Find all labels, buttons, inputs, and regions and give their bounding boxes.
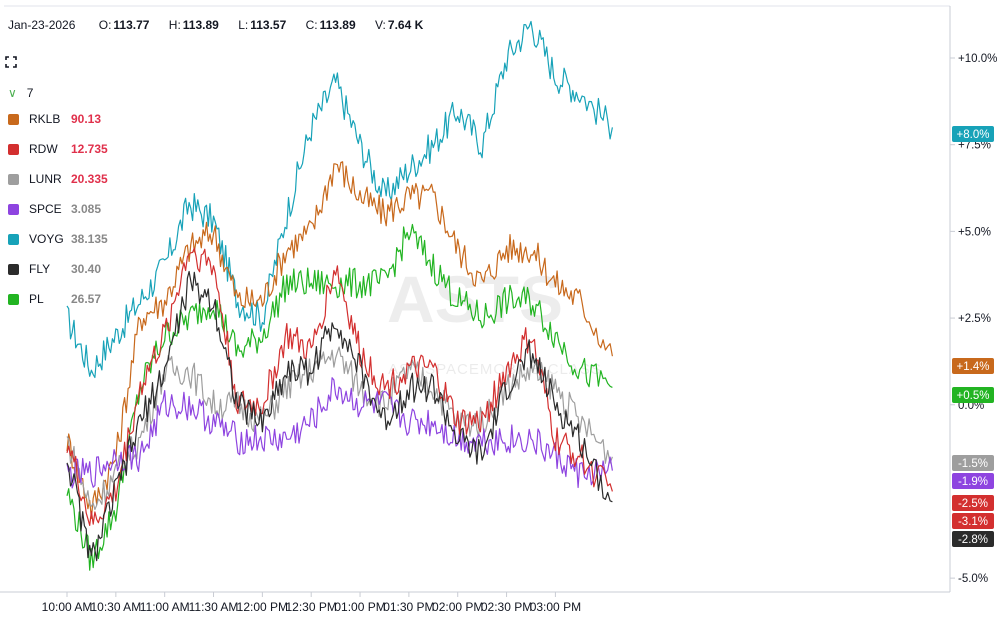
- legend-item-spce[interactable]: SPCE 3.085: [8, 194, 108, 224]
- badge-lunr: [952, 455, 994, 471]
- y-tick-label: -5.0%: [958, 573, 988, 585]
- y-tick-label: +2.5%: [958, 313, 991, 325]
- x-tick-label: 12:00 PM: [237, 600, 288, 614]
- legend-item-rdw[interactable]: RDW 12.735: [8, 134, 108, 164]
- badge-fly: [952, 531, 994, 547]
- legend-swatch: [8, 143, 19, 155]
- badge-rdw: [952, 495, 994, 511]
- x-tick-label: 01:00 PM: [334, 600, 385, 614]
- volume-value: 7.64 K: [387, 18, 424, 32]
- badge-spce: [952, 473, 994, 489]
- close-value: 113.89: [319, 18, 356, 32]
- low-value: 113.57: [250, 18, 287, 32]
- legend-item-fly[interactable]: FLY 30.40: [8, 254, 108, 284]
- legend-value: 30.40: [71, 262, 102, 276]
- legend-symbol: VOYG: [29, 232, 64, 246]
- badge-rklb: [952, 358, 994, 374]
- x-tick-label: 10:30 AM: [90, 600, 141, 614]
- legend-count: 7: [26, 86, 34, 100]
- legend-item-voyg[interactable]: VOYG 38.135: [8, 224, 108, 254]
- legend-symbol: SPCE: [29, 202, 62, 216]
- series-line-pl: [66, 223, 613, 571]
- badge-label-rdw: -2.5%: [958, 498, 988, 510]
- x-tick-label: 02:00 PM: [432, 600, 483, 614]
- low-label: L:: [238, 18, 249, 32]
- badge-pl: [952, 387, 994, 403]
- x-tick-label: 10:00 AM: [42, 600, 93, 614]
- x-tick-label: 11:00 AM: [140, 600, 190, 614]
- volume-label: V:: [374, 18, 386, 32]
- legend-value: 12.735: [71, 142, 108, 156]
- series-line-voyg: [66, 20, 613, 379]
- legend-value: 3.085: [71, 202, 102, 216]
- watermark-title: ASTS: [387, 262, 563, 336]
- x-tick-label: 01:30 PM: [383, 600, 434, 614]
- legend-swatch: [8, 293, 19, 305]
- badge-voyg: [952, 126, 994, 142]
- legend-collapse[interactable]: ∨ 7: [8, 82, 108, 104]
- badge-label-spce: -1.9%: [958, 476, 988, 488]
- legend-symbol: LUNR: [29, 172, 62, 186]
- x-tick-label: 11:30 AM: [189, 600, 239, 614]
- x-tick-label: 12:30 PM: [286, 600, 337, 614]
- y-tick-label: +5.0%: [958, 226, 991, 238]
- y-tick-label: +10.0%: [958, 53, 997, 65]
- series-line-spce: [66, 377, 613, 489]
- badge-label-lunr: -1.5%: [958, 458, 988, 470]
- legend-swatch: [8, 233, 19, 245]
- legend-swatch: [8, 203, 19, 215]
- legend: ∨ 7 RKLB 90.13 RDW 12.735 LUNR 20.335 SPCE 3.08…: [8, 82, 108, 314]
- legend-symbol: RDW: [29, 142, 58, 156]
- series-line-fly: [66, 270, 613, 562]
- close-label: C:: [305, 18, 318, 32]
- legend-swatch: [8, 113, 19, 125]
- badge-label-rdw_alt: -3.1%: [958, 516, 988, 528]
- series-line-rklb: [66, 161, 613, 519]
- high-value: 113.89: [182, 18, 219, 32]
- legend-swatch: [8, 263, 19, 275]
- badge-label-fly: -2.8%: [958, 534, 988, 546]
- badge-label-rklb: +1.4%: [957, 361, 990, 373]
- legend-item-lunr[interactable]: LUNR 20.335: [8, 164, 108, 194]
- open-value: 113.77: [113, 18, 150, 32]
- legend-item-rklb[interactable]: RKLB 90.13: [8, 104, 108, 134]
- watermark-subtitle: AST SPACEMOBILE CLASS: [388, 361, 602, 378]
- legend-value: 90.13: [71, 112, 102, 126]
- x-tick-label: 02:30 PM: [481, 600, 532, 614]
- legend-value: 26.57: [71, 292, 102, 306]
- series-line-rdw: [66, 247, 613, 526]
- expand-icon[interactable]: [4, 55, 18, 69]
- chevron-down-icon[interactable]: ∨: [8, 86, 17, 100]
- date-label: Jan-23-2026: [8, 18, 76, 32]
- legend-value: 20.335: [71, 172, 108, 186]
- badge-rdw_alt: [952, 513, 994, 529]
- open-label: O:: [98, 18, 112, 32]
- legend-symbol: PL: [29, 292, 44, 306]
- y-tick-label: +7.5%: [958, 140, 991, 152]
- legend-symbol: FLY: [29, 262, 51, 276]
- legend-item-pl[interactable]: PL 26.57: [8, 284, 108, 314]
- high-label: H:: [168, 18, 181, 32]
- legend-value: 38.135: [71, 232, 108, 246]
- ohlc-header: Jan-23-2026 O: 113.77 H: 113.89 L: 113.57 C…: [8, 18, 439, 32]
- badge-label-voyg: +8.0%: [957, 129, 990, 141]
- badge-label-pl: +0.5%: [957, 390, 990, 402]
- legend-symbol: RKLB: [29, 112, 61, 126]
- legend-swatch: [8, 173, 19, 185]
- x-tick-label: 03:00 PM: [530, 600, 581, 614]
